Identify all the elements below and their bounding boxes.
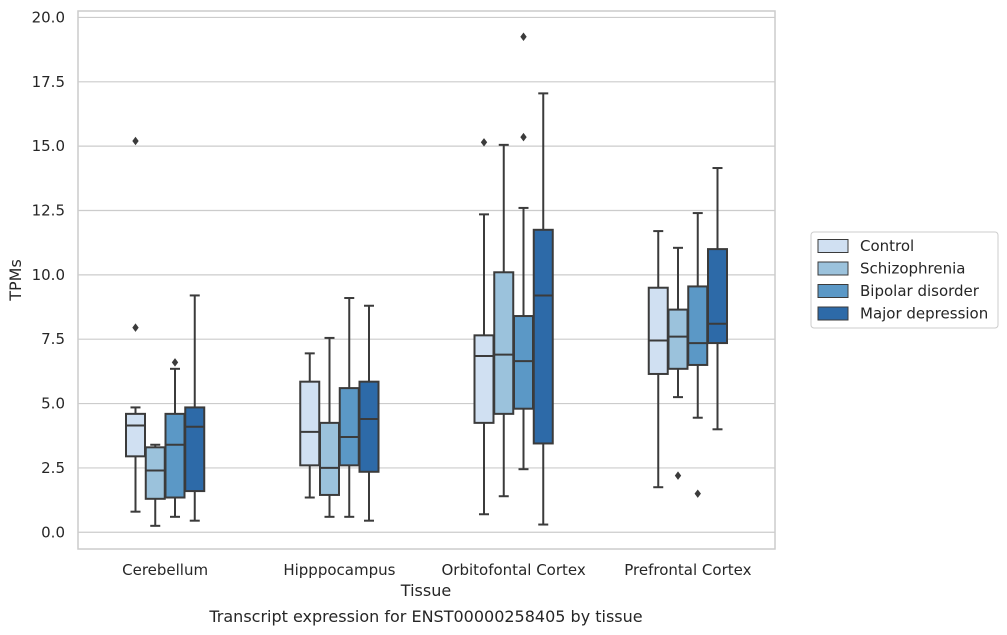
x-tick-labels: Cerebellum Hipppocampus Orbitofontal Corte…	[122, 561, 751, 579]
y-tick-label: 2.5	[41, 459, 65, 477]
legend-label: Major depression	[860, 305, 988, 323]
box-groups	[125, 32, 728, 527]
box-schizophrenia	[493, 143, 515, 498]
y-tick-label: 0.0	[41, 523, 65, 541]
chart-caption: Transcript expression for ENST0000025840…	[208, 607, 642, 626]
y-tick-label: 15.0	[32, 137, 65, 155]
box-iqr	[707, 248, 728, 345]
outlier-marker	[694, 489, 701, 498]
legend-swatch	[817, 261, 849, 276]
outlier-marker	[674, 471, 682, 480]
plot-frame	[77, 10, 776, 550]
box-iqr	[338, 387, 360, 467]
y-tick-label: 17.5	[32, 73, 65, 91]
legend-label: Schizophrenia	[860, 260, 965, 278]
y-tick-label: 10.0	[32, 266, 65, 284]
box-control	[125, 136, 146, 513]
box-control	[299, 352, 321, 499]
legend-swatch	[817, 239, 849, 253]
x-tick-label: Cerebellum	[122, 561, 208, 579]
x-tick-label: Hipppocampus	[283, 561, 395, 579]
legend-label: Control	[860, 237, 914, 255]
box-iqr	[319, 421, 340, 496]
outlier-marker	[171, 358, 179, 367]
box-iqr	[125, 412, 146, 458]
y-tick-label: 5.0	[41, 395, 65, 413]
box-iqr	[647, 286, 669, 375]
outlier-marker	[520, 132, 527, 142]
legend: Control Schizophrenia Bipolar disorder Majo…	[810, 231, 999, 329]
y-tick-label: 7.5	[41, 330, 65, 348]
y-tick-label: 12.5	[32, 201, 65, 219]
box-iqr	[473, 334, 495, 424]
outlier-marker	[480, 138, 488, 147]
y-tick-labels: 0.0 2.5 5.0 7.5 10.0 12.5 15.0 17.5 20.0	[32, 8, 65, 541]
box-iqr	[164, 412, 186, 499]
x-axis-title: Tissue	[400, 581, 451, 600]
box-control	[647, 230, 669, 489]
y-axis-title: TPMs	[6, 259, 25, 302]
box-iqr	[144, 446, 166, 500]
box-bipolar-disorder	[687, 212, 709, 498]
outlier-marker	[132, 323, 139, 332]
legend-label: Bipolar disorder	[860, 282, 980, 300]
box-iqr	[513, 315, 534, 410]
box-iqr	[299, 380, 321, 467]
box-major-depression	[184, 294, 206, 522]
legend-swatch	[817, 284, 849, 298]
box-iqr	[532, 228, 554, 445]
x-tick-label: Orbitofontal Cortex	[442, 561, 586, 579]
box-major-depression	[532, 92, 554, 526]
legend-swatch	[817, 306, 849, 321]
outlier-marker	[520, 32, 527, 41]
box-iqr	[667, 308, 689, 370]
box-iqr	[184, 406, 206, 493]
outlier-marker	[132, 136, 139, 146]
box-schizophrenia	[144, 443, 166, 527]
box-bipolar-disorder	[164, 358, 186, 518]
x-tick-label: Prefrontal Cortex	[624, 561, 751, 579]
box-bipolar-disorder	[338, 297, 360, 518]
y-tick-label: 20.0	[32, 8, 65, 26]
box-major-depression	[707, 167, 728, 431]
box-major-depression	[358, 304, 380, 522]
box-control	[473, 138, 495, 516]
box-iqr	[358, 380, 380, 473]
box-iqr	[493, 271, 515, 415]
legend-frame	[810, 231, 999, 329]
box-schizophrenia	[667, 246, 689, 480]
box-iqr	[687, 285, 709, 366]
